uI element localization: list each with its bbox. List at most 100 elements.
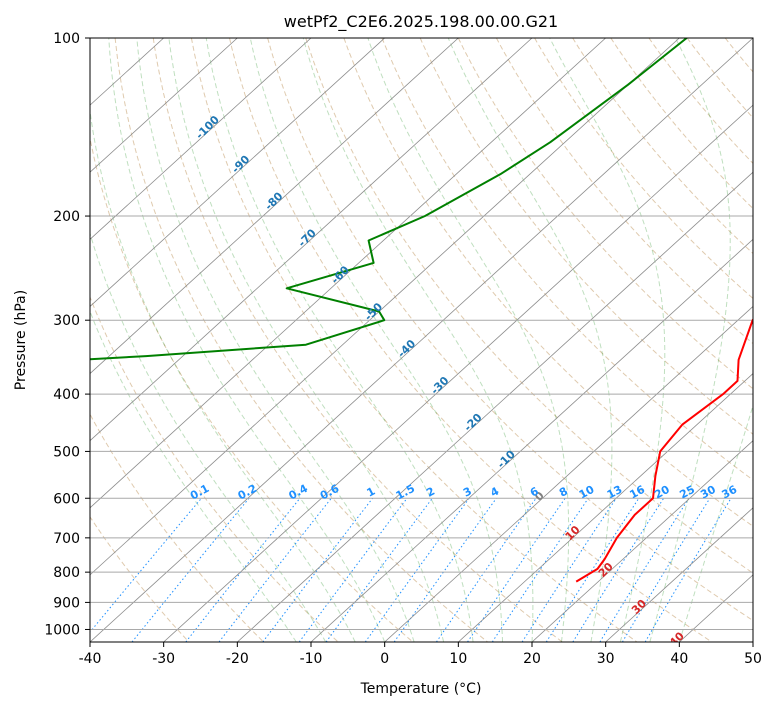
dry-adiabat (90, 136, 414, 642)
y-tick-label: 600 (53, 491, 80, 507)
x-tick-label: 10 (449, 651, 467, 667)
moist-adiabat (136, 38, 415, 642)
x-tick-label: -30 (152, 651, 175, 667)
y-axis-ticks: 100 200 300 400 500 600 700 800 900 1000 (44, 31, 90, 638)
isotherm (90, 38, 606, 509)
x-tick-label: -40 (79, 651, 102, 667)
moist-adiabats (90, 38, 753, 642)
isotherm (90, 38, 238, 173)
isotherms (90, 38, 753, 642)
mixing-ratio-lines (90, 497, 732, 642)
moist-adiabat (90, 231, 327, 642)
isotherm (90, 38, 385, 307)
isotherm (90, 38, 680, 576)
dry-adiabat (419, 38, 753, 435)
y-tick-label: 700 (53, 531, 80, 547)
x-tick-label: -20 (226, 651, 249, 667)
mixing-ratio-line (467, 498, 566, 642)
dewpoint-line (90, 38, 688, 361)
dry-adiabat (267, 38, 753, 622)
y-tick-label: 1000 (44, 622, 80, 638)
isotherm (458, 373, 753, 642)
moist-adiabat (249, 38, 503, 642)
dry-adiabat (114, 38, 488, 642)
dry-adiabat (90, 295, 339, 642)
mixing-ratio-line (218, 497, 332, 642)
x-tick-label: -10 (300, 651, 323, 667)
y-tick-label: 100 (53, 31, 80, 47)
dry-adiabats (90, 38, 753, 642)
mixing-ratio-line (90, 497, 202, 633)
x-axis-label: Temperature (°C) (360, 681, 482, 697)
dry-adiabat (90, 413, 264, 642)
isotherm (310, 238, 753, 642)
dry-adiabat (152, 38, 563, 642)
x-tick-label: 20 (523, 651, 541, 667)
mixing-ratio-line (545, 498, 640, 642)
isotherm (90, 38, 312, 240)
x-tick-label: 30 (597, 651, 615, 667)
mixing-ratio-line (491, 498, 589, 642)
mixing-ratio-line (599, 498, 690, 642)
mixing-ratio-label: 30 (698, 483, 718, 502)
isotherm (90, 38, 753, 642)
y-axis-label: Pressure (hPa) (13, 290, 29, 390)
mixing-ratio-line (131, 497, 250, 642)
x-axis-ticks: -40 -30 -20 -10 0 10 20 30 40 50 (79, 642, 762, 667)
dry-adiabat (648, 38, 753, 165)
mixing-ratio-line (572, 498, 665, 642)
moist-adiabat (549, 38, 666, 642)
mixing-ratio-label: 16 (627, 483, 647, 502)
moist-adiabat (90, 107, 356, 642)
y-tick-label: 200 (53, 209, 80, 225)
mixing-ratio-label: 25 (677, 483, 697, 502)
moist-adiabat (168, 38, 445, 642)
isobars (90, 38, 753, 630)
profile-lines (90, 38, 753, 583)
mixing-ratio-line (298, 497, 408, 642)
dry-adiabat (534, 38, 753, 300)
x-tick-label: 0 (380, 651, 389, 667)
plot-frame (89, 37, 754, 643)
isotherm (90, 38, 533, 442)
moist-adiabat (367, 38, 570, 642)
isotherm (90, 38, 459, 375)
mixing-ratio-label: 20 (652, 483, 672, 502)
mixing-ratio-line (325, 497, 433, 642)
isotherm (384, 305, 753, 642)
isotherm (163, 104, 753, 642)
moist-adiabat (447, 38, 613, 642)
y-tick-label: 900 (53, 595, 80, 611)
moist-adiabat (678, 403, 753, 642)
chart-title: wetPf2_C2E6.2025.198.00.00.G21 (284, 12, 558, 32)
moist-adiabat (302, 38, 534, 642)
isotherm (237, 171, 753, 642)
isotherm (605, 507, 753, 642)
temperature-line (575, 318, 753, 583)
dry-adiabat (190, 38, 638, 642)
x-tick-label: 40 (670, 651, 688, 667)
isotherm (531, 440, 753, 642)
y-tick-label: 300 (53, 313, 80, 329)
plot-area: -100-90-80-70-60-50-40-30-20-10010203040… (90, 38, 753, 642)
dry-adiabat (457, 38, 753, 390)
dry-adiabat (572, 38, 753, 255)
mixing-ratio-label: 10 (577, 483, 597, 502)
dry-adiabat (343, 38, 753, 527)
y-tick-label: 800 (53, 565, 80, 581)
dry-adiabat (381, 38, 753, 481)
dry-adiabat (305, 38, 753, 574)
moist-adiabat (649, 38, 731, 642)
moist-adiabat (205, 38, 474, 642)
x-tick-label: 50 (744, 651, 762, 667)
dry-adiabat (229, 38, 712, 642)
mixing-ratio-line (364, 498, 470, 642)
moist-adiabat (90, 310, 297, 642)
mixing-ratio-label: 36 (720, 483, 740, 502)
y-tick-label: 500 (53, 444, 80, 460)
y-tick-label: 400 (53, 387, 80, 403)
mixing-ratio-line (185, 497, 301, 642)
mixing-ratio-line (621, 498, 711, 642)
